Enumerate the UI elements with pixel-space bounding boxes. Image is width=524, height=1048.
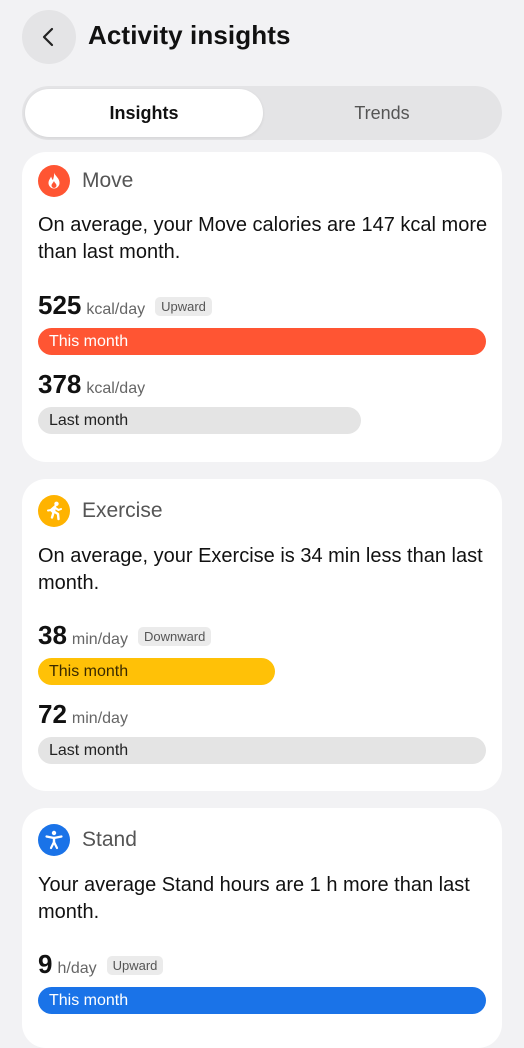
move-card: Move On average, your Move calories are … [22,152,502,462]
exercise-this-month-bar: This month [38,658,275,685]
metric-value: 9 [38,949,53,979]
metric-unit: kcal/day [86,380,146,397]
tab-insights[interactable]: Insights [25,89,263,137]
tab-bar: Insights Trends [22,86,502,140]
back-button[interactable] [22,10,76,64]
bar-label: Last month [49,741,129,759]
move-last-month-metric: 378 kcal/day [38,369,145,400]
move-card-title: Move [82,169,134,192]
metric-value: 525 [38,290,82,320]
exercise-card: Exercise On average, your Exercise is 34… [22,479,502,791]
flame-icon [38,165,70,197]
trend-badge: Downward [137,627,212,646]
metric-value: 72 [38,699,67,729]
stand-card: Stand Your average Stand hours are 1 h m… [22,808,502,1048]
metric-unit: min/day [71,710,128,727]
trend-badge: Upward [106,956,164,975]
move-this-month-bar: This month [38,328,486,355]
stand-card-title: Stand [82,828,137,851]
move-summary: On average, your Move calories are 147 k… [38,214,488,263]
bar-label: This month [49,332,129,350]
bar-label: This month [49,662,129,680]
chevron-left-icon [42,27,54,47]
metric-unit: min/day [71,631,128,648]
exercise-last-month-metric: 72 min/day [38,699,128,730]
exercise-card-header: Exercise [38,494,163,528]
exercise-card-title: Exercise [82,499,163,522]
stand-this-month-metric: 9 h/day Upward [38,949,164,980]
tab-trends[interactable]: Trends [354,102,410,123]
metric-value: 378 [38,369,82,399]
stand-this-month-bar: This month [38,987,486,1014]
move-last-month-bar: Last month [38,407,361,434]
move-this-month-metric: 525 kcal/day Upward [38,290,212,321]
exercise-last-month-bar: Last month [38,737,486,764]
stand-summary: Your average Stand hours are 1 h more th… [38,874,470,923]
move-card-header: Move [38,164,133,198]
stand-card-header: Stand [38,823,137,857]
metric-value: 38 [38,620,67,650]
metric-unit: kcal/day [86,301,146,318]
bar-label: Last month [49,411,129,429]
page-title: Activity insights [88,20,291,50]
running-icon [38,495,70,527]
bar-label: This month [49,991,129,1009]
header: Activity insights [0,0,524,76]
metric-unit: h/day [57,960,97,977]
accessibility-icon [38,824,70,856]
exercise-this-month-metric: 38 min/day Downward [38,620,212,651]
exercise-summary: On average, your Exercise is 34 min less… [38,545,483,594]
trend-badge: Upward [155,297,212,316]
